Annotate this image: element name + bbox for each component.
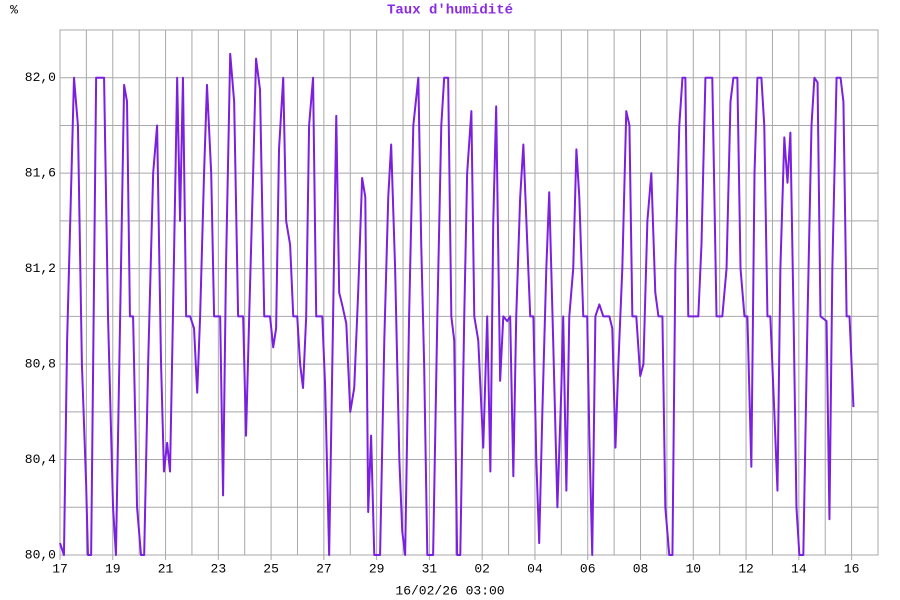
x-tick-label: 19	[105, 561, 121, 576]
chart-title: Taux d'humidité	[387, 3, 513, 19]
x-tick-label: 04	[527, 561, 543, 576]
x-tick-label: 21	[158, 561, 174, 576]
y-tick-label: 82,0	[25, 70, 56, 85]
data-line	[59, 52, 855, 556]
x-tick-label: 25	[263, 561, 279, 576]
x-tick-label: 31	[422, 561, 438, 576]
x-tick-label: 02	[474, 561, 490, 576]
x-tick-label: 17	[52, 561, 68, 576]
x-tick-label: 16	[844, 561, 860, 576]
x-tick-label: 08	[633, 561, 649, 576]
x-tick-label: 29	[369, 561, 385, 576]
x-tick-label: 14	[791, 561, 807, 576]
x-tick-label: 27	[316, 561, 332, 576]
x-tick-label: 10	[685, 561, 701, 576]
x-tick-label: 23	[211, 561, 227, 576]
y-tick-label: 80,4	[25, 452, 56, 467]
y-tick-label: 81,2	[25, 261, 56, 276]
y-tick-label: 81,6	[25, 166, 56, 181]
y-unit: %	[10, 2, 18, 17]
y-tick-label: 80,8	[25, 357, 56, 372]
plot-frame	[59, 29, 879, 556]
x-tick-label: 06	[580, 561, 596, 576]
x-axis-label: 16/02/26 03:00	[395, 583, 504, 598]
y-tick-label: 80,0	[25, 547, 56, 562]
x-tick-label: 12	[738, 561, 754, 576]
